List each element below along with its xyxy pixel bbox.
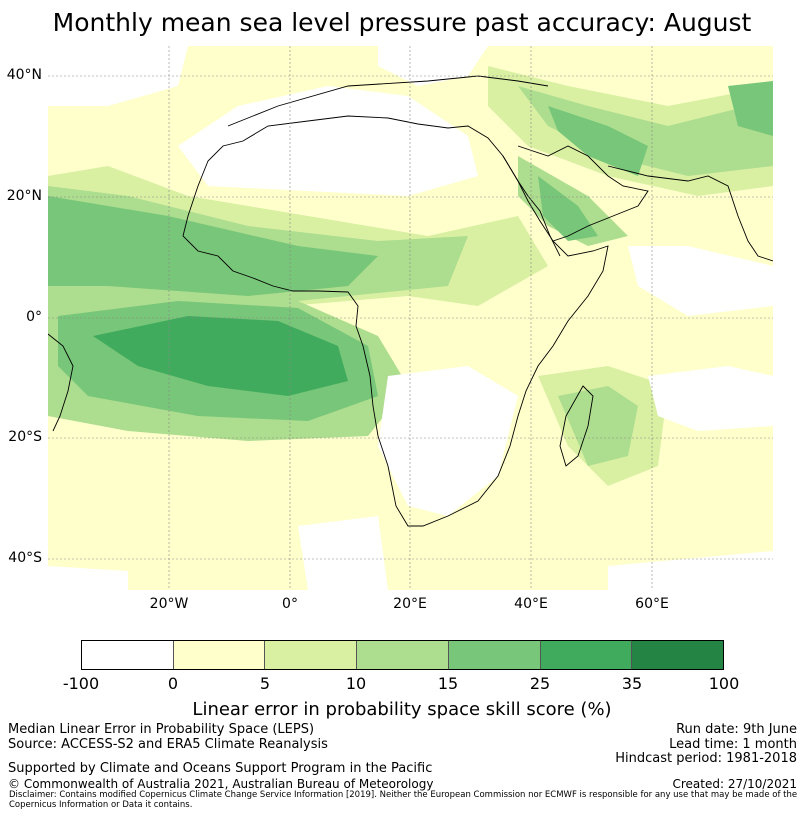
colorbar [81,640,724,670]
map-title: Monthly mean sea level pressure past acc… [52,8,752,37]
coastlines [48,75,773,527]
colorbar-bin [632,641,724,669]
footer-left-2: Source: ACCESS-S2 and ERA5 Climate Reana… [8,737,328,752]
colorbar-bin [448,641,541,669]
colorbar-tick: 15 [437,674,459,693]
no-skill-region [608,551,773,590]
colorbar-bin [540,641,633,669]
arabia-coastline [517,145,649,242]
colorbar-tick: 10 [345,674,367,693]
lead-time: Lead time: 1 month [669,737,797,752]
south-america-coastline [48,333,74,432]
skill-regions [48,66,773,486]
colorbar-tick: 5 [259,674,271,693]
lon-label: 20°E [393,596,427,612]
lon-label: 20°W [149,596,189,612]
copyright: © Commonwealth of Australia 2021, Austra… [8,777,434,791]
skill-map [48,46,773,590]
colorbar-bin [265,641,358,669]
skill-region [518,86,773,176]
lat-label: 20°S [8,429,42,445]
colorbar-bin [173,641,266,669]
no-skill-region [628,246,773,316]
lon-label: 0° [282,596,298,612]
hindcast-period: Hindcast period: 1981-2018 [615,751,797,766]
madagascar-coastline [559,385,594,467]
lat-label: 40°S [8,550,42,566]
disclaimer: Disclaimer: Contains modified Copernicus… [9,790,798,810]
colorbar-bin [82,641,174,669]
skill-region [93,316,348,396]
lon-label: 40°E [514,596,548,612]
lat-label: 20°N [6,188,42,204]
no-skill-region [648,366,773,431]
no-skill-region [178,86,478,196]
colorbar-label: Linear error in probability space skill … [192,699,612,720]
skill-region [548,106,648,176]
no-skill-region [298,516,388,590]
lon-label: 60°E [635,596,669,612]
africa-coastline [182,115,609,527]
skill-region [48,196,378,296]
skill-region [538,176,598,241]
gridlines [48,46,773,590]
lat-label: 40°N [6,67,42,83]
skill-region [728,81,773,136]
colorbar-tick: 100 [708,674,740,693]
south-asia-coastline [607,165,773,262]
run-date: Run date: 9th June [676,722,797,737]
skill-region [518,156,628,246]
no-skill-region [48,566,128,590]
lat-label: 0° [26,309,42,325]
mediterranean-coastline [227,75,549,127]
footer-left-3: Supported by Climate and Oceans Support … [8,761,433,776]
skill-region [558,386,638,466]
colorbar-tick: 0 [167,674,179,693]
red-sea-coastline [502,155,561,257]
colorbar-bin [357,641,449,669]
colorbar-tick: -100 [62,674,100,693]
skill-map-svg [48,46,773,590]
footer-left-1: Median Linear Error in Probability Space… [8,722,315,737]
created-date: Created: 27/10/2021 [672,777,797,791]
colorbar-tick: 35 [621,674,643,693]
colorbar-tick: 25 [529,674,551,693]
no-skill-region [378,366,518,516]
